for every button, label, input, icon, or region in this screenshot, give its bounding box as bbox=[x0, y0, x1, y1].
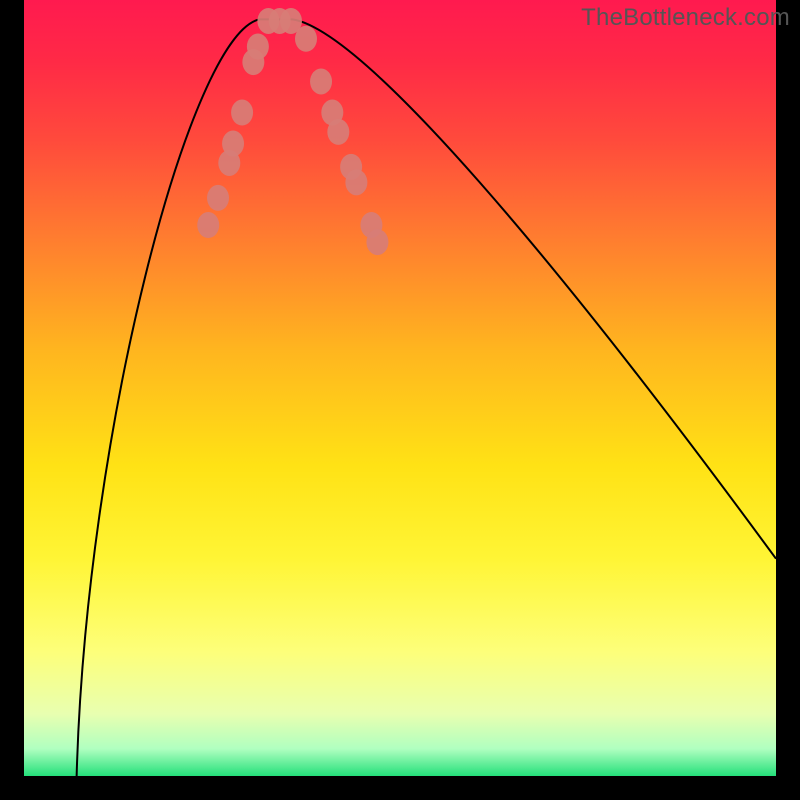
marker-point bbox=[207, 185, 229, 211]
frame-bottom bbox=[0, 776, 800, 800]
marker-point bbox=[231, 100, 253, 126]
marker-point bbox=[222, 131, 244, 157]
chart-background bbox=[24, 0, 776, 776]
marker-point bbox=[366, 229, 388, 255]
chart-svg bbox=[24, 0, 776, 776]
marker-point bbox=[310, 68, 332, 94]
watermark-text: TheBottleneck.com bbox=[581, 4, 790, 32]
frame-right bbox=[776, 0, 800, 800]
marker-point bbox=[197, 212, 219, 238]
marker-point bbox=[345, 169, 367, 195]
marker-point bbox=[295, 26, 317, 52]
frame-left bbox=[0, 0, 24, 800]
marker-point bbox=[247, 34, 269, 60]
chart-plot-area bbox=[24, 0, 776, 776]
marker-point bbox=[327, 119, 349, 145]
